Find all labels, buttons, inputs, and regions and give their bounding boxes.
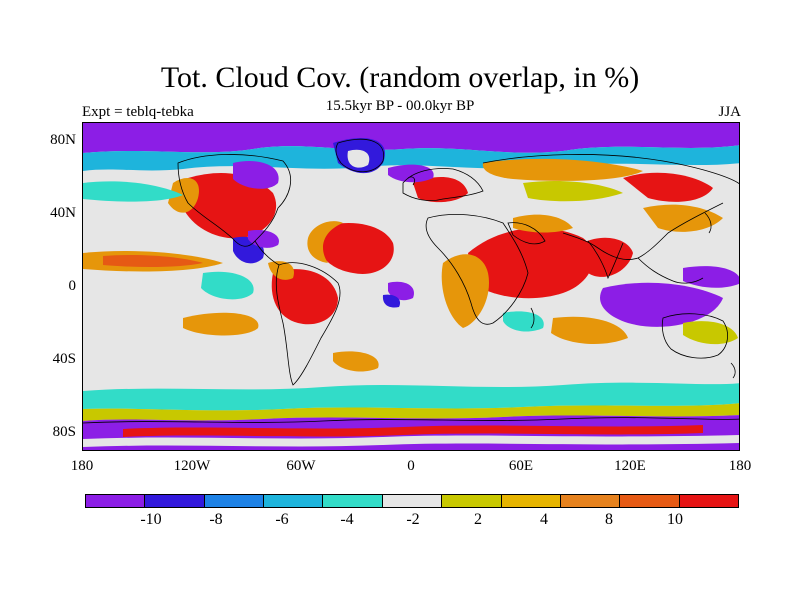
europe-red <box>413 177 468 203</box>
southern-yellow-band <box>83 403 739 421</box>
coast-uk <box>407 176 416 186</box>
coast-madagascar <box>530 307 535 329</box>
australia-yellow <box>683 321 738 345</box>
amazon-orange <box>268 261 294 280</box>
coast-se-asia <box>637 257 704 284</box>
colorbar-label: 4 <box>540 511 548 528</box>
colorbar-label: -10 <box>140 511 162 528</box>
map-subtitle: 15.5kyr BP - 00.0kyr BP <box>325 98 475 114</box>
coast-south-america <box>275 262 341 386</box>
y-label-80n: 80N <box>50 132 76 148</box>
coast-greenland <box>335 138 384 173</box>
colorbar-label: -2 <box>406 511 420 528</box>
coast-antarctica <box>83 417 739 424</box>
antarctic-white-streak <box>83 435 739 447</box>
south-atlantic-blue <box>382 294 401 308</box>
pacific-east-cyan <box>201 271 254 300</box>
southern-cyan-band <box>83 382 739 411</box>
africa-orange <box>441 254 489 328</box>
colorbar <box>85 494 739 508</box>
atlantic-red <box>316 223 394 274</box>
cloud-anomaly-field <box>83 123 739 450</box>
x-label-60w: 60W <box>286 458 316 474</box>
south-atlantic-purple <box>388 281 414 301</box>
europe-purple <box>388 164 434 183</box>
colorbar-segment <box>145 495 205 507</box>
x-label-120w: 120W <box>173 458 211 474</box>
west-pacific-purple <box>683 266 739 288</box>
x-label-180-left: 180 <box>70 458 94 474</box>
siberia-orange <box>482 158 643 181</box>
map-title: Tot. Cloud Cov. (random overlap, in %) <box>160 61 640 94</box>
colorbar-segment <box>679 495 738 507</box>
colorbar-label: 8 <box>605 511 613 528</box>
antarctic-red-streak <box>123 425 703 437</box>
x-label-120e: 120E <box>614 458 646 474</box>
africa-arabia-red <box>468 228 594 299</box>
colorbar-segment <box>264 495 324 507</box>
colorbar-segment <box>620 495 680 507</box>
arctic-purple-band <box>83 123 739 153</box>
atlantic-orange-rim <box>307 221 343 263</box>
east-asia-orange <box>643 204 723 232</box>
coast-arabia <box>507 222 546 245</box>
y-label-40n: 40N <box>50 205 76 221</box>
south-america-red <box>271 269 338 325</box>
world-map <box>82 122 740 451</box>
y-label-40s: 40S <box>52 351 76 367</box>
greenland-core <box>347 149 370 168</box>
coast-new-zealand <box>730 362 736 379</box>
colorbar-segment <box>86 495 146 507</box>
pacific-east-yellow <box>183 312 259 336</box>
india-red <box>583 237 633 277</box>
coast-india <box>587 240 624 280</box>
caribbean-purple <box>248 229 279 248</box>
colorbar-segment <box>442 495 502 507</box>
coast-africa <box>425 214 529 325</box>
south-pacific-orange <box>333 351 379 372</box>
north-pacific-cyan <box>83 181 183 202</box>
y-label-80s: 80S <box>52 424 76 440</box>
colorbar-segment <box>501 495 561 507</box>
colorbar-label: -6 <box>275 511 289 528</box>
season-label: JJA <box>718 104 741 120</box>
colorbar-segment <box>382 495 443 507</box>
indian-ocean-orange <box>551 316 628 345</box>
coastlines <box>83 138 739 424</box>
x-label-180-right: 180 <box>728 458 752 474</box>
coast-europe <box>402 168 484 201</box>
x-label-60e: 60E <box>508 458 534 474</box>
siberia-red <box>623 172 713 202</box>
north-america-red <box>183 173 277 239</box>
hudson-purple <box>233 161 279 189</box>
central-asia-yellow <box>523 181 623 202</box>
arabia-orange <box>513 214 573 233</box>
colorbar-label: 2 <box>474 511 482 528</box>
colorbar-label: -4 <box>340 511 354 528</box>
north-america-orange <box>168 178 199 213</box>
colorbar-label: -8 <box>209 511 223 528</box>
experiment-label: Expt = teblq-tebka <box>82 104 194 120</box>
colorbar-segment <box>204 495 265 507</box>
colorbar-segment <box>323 495 383 507</box>
coast-japan <box>704 212 712 234</box>
y-label-0: 0 <box>68 278 77 294</box>
colorbar-label: 10 <box>667 511 683 528</box>
coast-central-america <box>254 240 280 266</box>
pacific-tropical-red <box>103 254 203 268</box>
coast-australia <box>661 313 728 359</box>
x-label-0: 0 <box>407 458 415 474</box>
indian-ocean-purple <box>600 282 723 327</box>
colorbar-segment <box>560 495 621 507</box>
coast-north-america <box>177 154 292 247</box>
